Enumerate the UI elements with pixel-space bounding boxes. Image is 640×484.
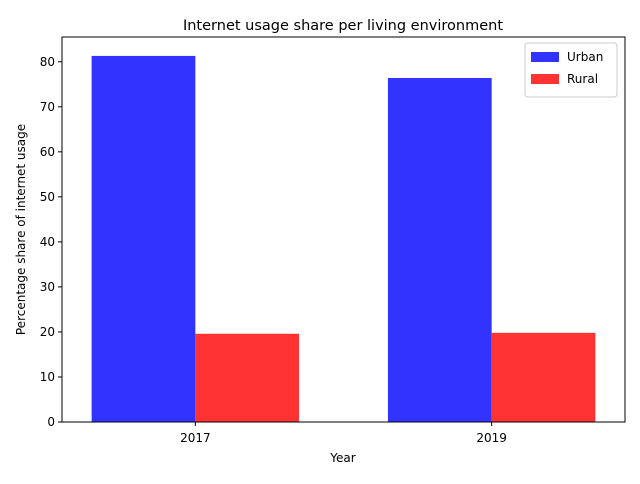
y-tick-label: 40 [40,235,55,249]
bar-urban-2019 [387,77,492,422]
y-tick-label: 50 [40,190,55,204]
legend-swatch-rural [531,74,559,84]
bar-rural-2017 [195,333,300,422]
legend: Urban Rural [524,42,618,98]
y-tick-label: 60 [40,145,55,159]
chart-title: Internet usage share per living environm… [183,18,503,34]
x-axis: 2017 2019 [180,422,507,445]
x-tick-label: 2017 [180,431,211,445]
x-axis-label: Year [329,451,355,465]
y-tick-label: 10 [40,370,55,384]
bar-rural-2019 [491,332,596,422]
legend-label-rural: Rural [567,72,598,86]
y-axis: 0 10 20 30 40 50 60 70 80 [40,55,62,429]
y-tick-label: 20 [40,325,55,339]
legend-label-urban: Urban [567,50,603,64]
y-tick-label: 0 [47,415,55,429]
y-tick-label: 80 [40,55,55,69]
x-tick-label: 2019 [476,431,507,445]
bars-group [91,55,596,422]
plot-frame [61,36,626,423]
bar-urban-2017 [91,55,196,422]
y-tick-label: 30 [40,280,55,294]
y-tick-label: 70 [40,100,55,114]
legend-swatch-urban [531,52,559,62]
y-axis-label: Percentage share of internet usage [14,124,28,335]
